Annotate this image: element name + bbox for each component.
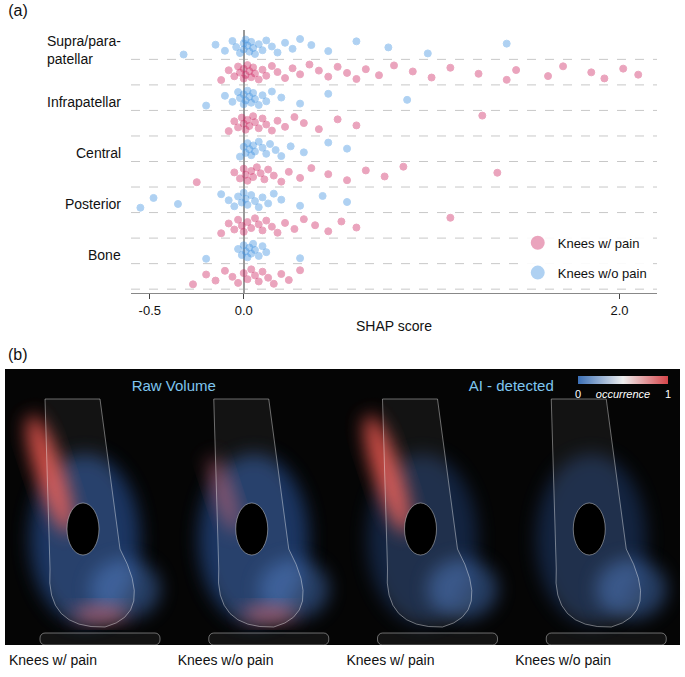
svg-text:occurrence: occurrence	[596, 388, 650, 400]
svg-text:Knees w/ pain: Knees w/ pain	[347, 652, 435, 668]
svg-text:0: 0	[575, 388, 581, 400]
svg-text:Knees w/o pain: Knees w/o pain	[515, 652, 611, 668]
svg-text:(b): (b)	[8, 346, 28, 363]
svg-text:Knees w/o pain: Knees w/o pain	[558, 266, 647, 281]
svg-text:Posterior: Posterior	[65, 196, 121, 212]
svg-text:AI - detected: AI - detected	[469, 377, 554, 394]
svg-text:Bone: Bone	[88, 247, 121, 263]
svg-text:Knees w/ pain: Knees w/ pain	[9, 652, 97, 668]
svg-text:Supra/para-patellar: Supra/para-patellar	[47, 33, 121, 67]
svg-text:Central: Central	[76, 145, 121, 161]
svg-text:Knees w/ pain: Knees w/ pain	[558, 236, 640, 251]
svg-text:SHAP score: SHAP score	[356, 318, 432, 334]
svg-text:Knees w/o pain: Knees w/o pain	[178, 652, 274, 668]
svg-text:Raw Volume: Raw Volume	[132, 377, 216, 394]
svg-text:0.0: 0.0	[235, 303, 253, 318]
svg-text:-0.5: -0.5	[139, 303, 161, 318]
svg-text:Infrapatellar: Infrapatellar	[47, 94, 121, 110]
svg-text:1: 1	[665, 388, 671, 400]
svg-text:2.0: 2.0	[610, 303, 628, 318]
svg-text:(a): (a)	[8, 2, 28, 19]
